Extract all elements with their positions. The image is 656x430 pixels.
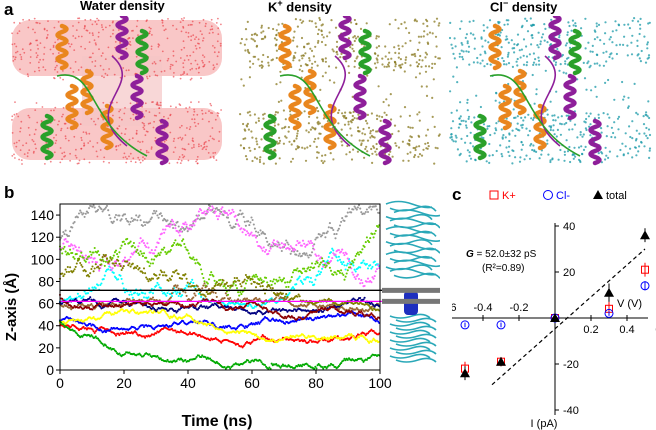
v-axis-label: V (V) xyxy=(617,298,642,310)
trajectory-series xyxy=(58,224,381,297)
y-tick-label: 20 xyxy=(38,340,54,356)
legend-label: K+ xyxy=(502,190,516,202)
channel-structure-inset xyxy=(382,200,440,363)
legend-label: total xyxy=(606,190,627,202)
k-density-image xyxy=(239,16,441,166)
linear-fit-line xyxy=(491,248,646,386)
data-point-total xyxy=(460,368,470,378)
v-tick-label: 0.4 xyxy=(619,324,634,336)
iv-curve-chart: K+Cl-total -0.6-0.4-0.20.20.40.64020-20-… xyxy=(452,190,656,430)
density-images xyxy=(11,16,652,166)
legend-marker xyxy=(489,190,499,200)
y-tick-label: 0 xyxy=(46,362,54,378)
water-density-image xyxy=(11,16,223,166)
panel-c-letter: c xyxy=(452,185,462,204)
conductance-annotation: G = 52.0±32 pS xyxy=(466,249,537,260)
trajectory-series xyxy=(58,320,381,370)
x-tick-label: 80 xyxy=(308,375,324,391)
i-tick-label: -20 xyxy=(563,359,579,371)
legend-marker xyxy=(593,190,603,199)
v-tick-label: -0.2 xyxy=(510,302,529,314)
x-tick-label: 20 xyxy=(116,375,132,391)
trajectory-series xyxy=(58,205,381,288)
data-point-cl xyxy=(496,320,506,330)
data-point-total xyxy=(604,287,614,297)
legend-marker xyxy=(543,190,553,200)
i-tick-label: -40 xyxy=(563,405,579,417)
legend: K+ Cl-total xyxy=(489,190,627,202)
legend-label: Cl- xyxy=(556,190,570,202)
data-point-k xyxy=(641,265,649,274)
i-tick-label: 20 xyxy=(563,267,575,279)
data-point-cl xyxy=(604,308,614,318)
trajectory-series xyxy=(58,253,381,312)
x-tick-label: 100 xyxy=(368,375,392,391)
y-tick-label: 100 xyxy=(31,251,55,267)
panel-b-letter: b xyxy=(4,183,15,202)
x-tick-label: 60 xyxy=(244,375,260,391)
cl-density-title: Cl− density xyxy=(490,0,558,15)
data-point-total xyxy=(640,230,650,240)
y-tick-label: 40 xyxy=(38,318,54,334)
v-tick-label: 0.2 xyxy=(583,324,598,336)
y-tick-label: 80 xyxy=(38,273,54,289)
i-tick-label: 40 xyxy=(563,221,575,233)
r-squared-annotation: (R²=0.89) xyxy=(482,263,525,274)
panel-a-letter: a xyxy=(4,0,14,19)
trajectory-series xyxy=(58,323,381,349)
x-tick-label: 40 xyxy=(180,375,196,391)
trajectory-series xyxy=(58,308,381,344)
v-tick-label: -0.6 xyxy=(452,302,456,314)
data-point-total xyxy=(550,313,560,322)
y-tick-label: 60 xyxy=(38,296,54,312)
y-tick-label: 120 xyxy=(31,229,55,245)
data-point-cl xyxy=(640,281,650,291)
v-tick-label: -0.4 xyxy=(474,302,493,314)
plot-frame xyxy=(59,203,381,371)
data-point-total xyxy=(496,356,506,366)
trajectory-series xyxy=(58,204,381,259)
i-axis-label: I (pA) xyxy=(531,418,558,430)
water-density-title: Water density xyxy=(80,0,165,13)
y-axis-label: Z-axis (Å) xyxy=(3,273,20,341)
data-point-cl xyxy=(460,320,470,330)
y-tick-label: 140 xyxy=(31,207,55,223)
x-axis-label: Time (ns) xyxy=(182,413,253,430)
z-axis-trajectory-chart: 0 20 40 60 80 100 0 20 40 60 80 100 120 140 Z-axis (Å… xyxy=(3,200,440,430)
trajectory-series xyxy=(58,247,381,310)
k-density-title: K+ density xyxy=(268,0,332,15)
x-tick-label: 0 xyxy=(56,375,64,391)
cl-density-image xyxy=(448,16,652,166)
